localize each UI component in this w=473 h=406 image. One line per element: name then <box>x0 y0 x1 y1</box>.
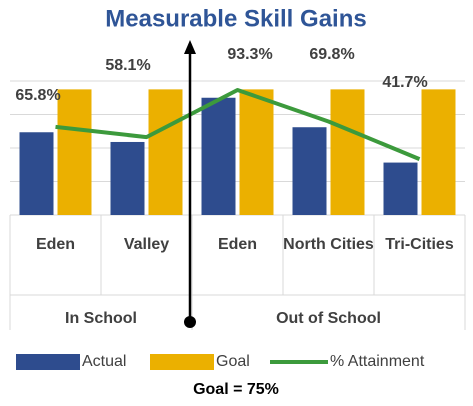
footnote: Goal = 75% <box>193 381 279 398</box>
legend-label: Actual <box>82 353 126 370</box>
data-label: 69.8% <box>309 46 354 63</box>
legend-label: % Attainment <box>330 353 425 370</box>
bar <box>148 89 183 215</box>
bar <box>383 162 418 215</box>
bar <box>239 89 274 215</box>
x-tick-label: Tri-Cities <box>385 236 454 253</box>
bar <box>57 89 92 215</box>
x-tick-label: North Cities <box>283 236 374 253</box>
data-label: 65.8% <box>15 87 60 104</box>
data-label: 93.3% <box>227 46 272 63</box>
x-tick-label: Eden <box>217 236 258 253</box>
group-label: In School <box>65 310 137 327</box>
legend-swatch <box>16 354 80 370</box>
bar <box>201 97 236 215</box>
bar <box>292 127 327 215</box>
legend-swatch <box>150 354 214 370</box>
legend-label: Goal <box>216 353 250 370</box>
arrow-dot <box>184 316 196 328</box>
bar <box>330 89 365 215</box>
bar <box>421 89 456 215</box>
data-label: 41.7% <box>382 74 427 91</box>
data-label: 58.1% <box>105 57 150 74</box>
attainment-line <box>55 87 421 161</box>
x-tick-label: Eden <box>35 236 76 253</box>
arrow-head <box>184 40 196 54</box>
chart-title: Measurable Skill Gains <box>105 5 366 32</box>
bar <box>19 132 54 215</box>
x-tick-label: Valley <box>123 236 170 253</box>
bar <box>110 141 145 215</box>
group-label: Out of School <box>276 310 381 327</box>
